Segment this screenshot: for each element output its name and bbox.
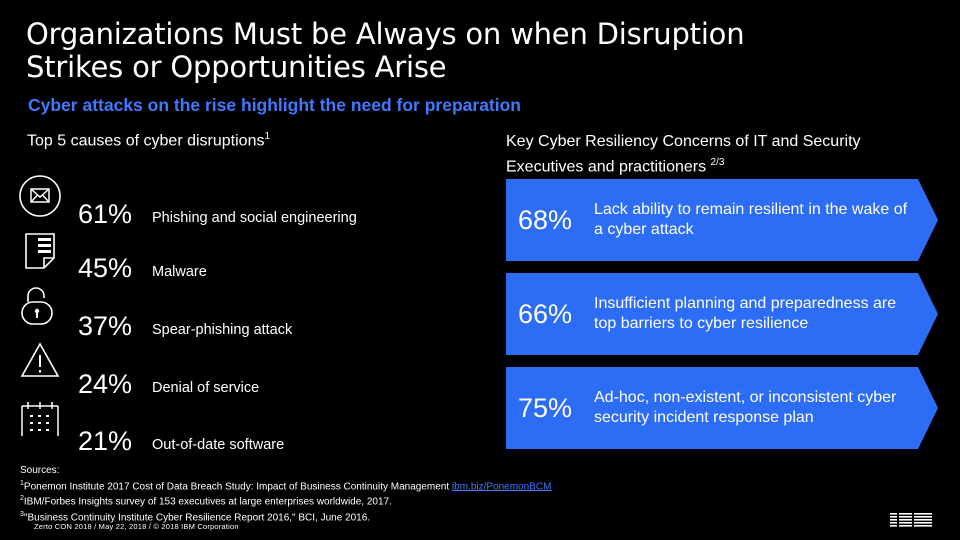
concerns-heading: Key Cyber Resiliency Concerns of IT and … bbox=[506, 131, 936, 177]
causes-heading-footnote: 1 bbox=[264, 131, 271, 142]
concerns-heading-footnote: 2/3 bbox=[710, 157, 725, 168]
cause-label: Denial of service bbox=[152, 380, 260, 396]
source-text: "Business Continuity Institute Cyber Res… bbox=[23, 512, 371, 524]
source-line: 2IBM/Forbes Insights survey of 153 execu… bbox=[20, 493, 640, 509]
calendar-icon bbox=[18, 396, 62, 440]
cause-percent: 21% bbox=[78, 426, 133, 456]
concern-text: Insufficient planning and preparedness a… bbox=[594, 295, 897, 332]
unlocked-padlock-icon bbox=[18, 284, 62, 328]
source-footnote: 2 bbox=[20, 495, 24, 503]
concern-card: 66% Insufficient planning and preparedne… bbox=[506, 273, 938, 355]
slide-footer: Zerto CON 2018 / May 22, 2018 / © 2018 I… bbox=[34, 522, 239, 531]
concerns-heading-text: Key Cyber Resiliency Concerns of IT and … bbox=[506, 133, 861, 176]
cause-label: Phishing and social engineering bbox=[152, 210, 357, 226]
concern-percent: 68% bbox=[518, 204, 573, 235]
concern-text: Lack ability to remain resilient in the … bbox=[594, 201, 908, 238]
ibm-logo-icon bbox=[890, 512, 932, 528]
slide-subtitle: Cyber attacks on the rise highlight the … bbox=[28, 95, 521, 115]
document-icon bbox=[18, 228, 62, 272]
sources: Sources: 1Ponemon Institute 2017 Cost of… bbox=[20, 465, 640, 525]
cause-percent: 24% bbox=[78, 369, 133, 399]
ponemon-link[interactable]: ibm.biz/PonemonBCM bbox=[451, 480, 552, 492]
concern-text: Ad-hoc, non-existent, or inconsistent cy… bbox=[594, 389, 897, 426]
source-footnote: 3 bbox=[20, 511, 24, 519]
concern-card: 75% Ad-hoc, non-existent, or inconsisten… bbox=[506, 367, 938, 449]
cause-percent: 61% bbox=[78, 199, 133, 229]
source-footnote: 1 bbox=[20, 479, 24, 487]
cause-label: Spear-phishing attack bbox=[152, 322, 293, 338]
concern-percent: 75% bbox=[518, 392, 573, 423]
envelope-icon bbox=[18, 174, 62, 218]
cause-percent: 45% bbox=[78, 253, 133, 283]
source-text: Ponemon Institute 2017 Cost of Data Brea… bbox=[23, 480, 452, 492]
cause-label: Malware bbox=[152, 264, 207, 280]
cause-percent: 37% bbox=[78, 311, 133, 341]
slide-title: Organizations Must be Always on when Dis… bbox=[26, 17, 745, 84]
concern-card: 68% Lack ability to remain resilient in … bbox=[506, 179, 938, 261]
source-line: 3"Business Continuity Institute Cyber Re… bbox=[20, 509, 640, 525]
warning-triangle-icon bbox=[18, 338, 62, 382]
source-text: IBM/Forbes Insights survey of 153 execut… bbox=[23, 496, 392, 508]
cause-label: Out-of-date software bbox=[152, 437, 285, 453]
source-line: 1Ponemon Institute 2017 Cost of Data Bre… bbox=[20, 478, 640, 494]
sources-label: Sources: bbox=[20, 465, 60, 476]
concern-percent: 66% bbox=[518, 298, 573, 329]
causes-heading: Top 5 causes of cyber disruptions1 bbox=[27, 131, 270, 150]
causes-heading-text: Top 5 causes of cyber disruptions bbox=[27, 132, 265, 150]
